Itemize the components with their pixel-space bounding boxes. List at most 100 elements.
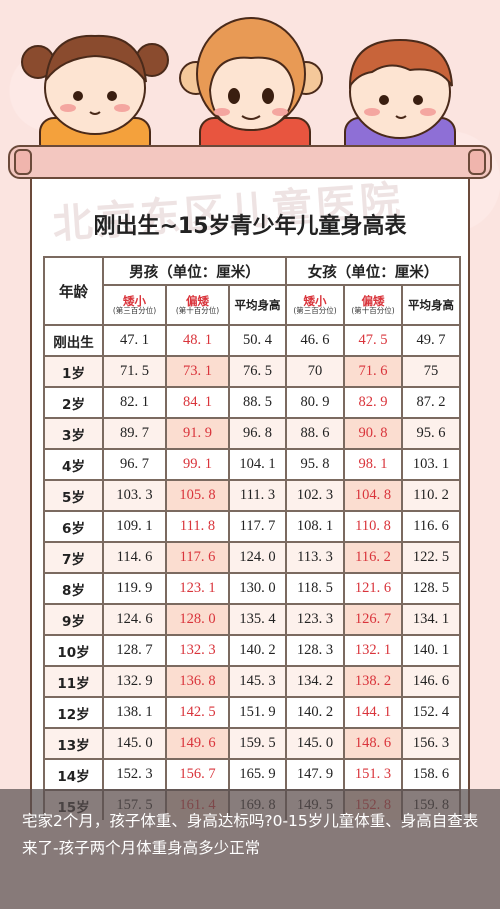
- column-header: 矮小 (第三百分位): [102, 284, 167, 326]
- column-header: 平均身高: [227, 284, 288, 326]
- height-table: 年龄 男孩（单位：厘米） 女孩（单位：厘米） 矮小 (第三百分位) 偏矮 (第十百分…: [43, 256, 462, 820]
- height-cell: 147. 9: [285, 758, 346, 791]
- height-cell: 88. 5: [227, 386, 288, 419]
- height-cell: 126. 7: [343, 603, 404, 636]
- column-header: 平均身高: [401, 284, 462, 326]
- height-cell: 140. 1: [401, 634, 462, 667]
- table-row: 13岁 145. 0 149. 6 159. 5 145. 0 148. 6 156. 3: [43, 727, 462, 760]
- boys-header: 男孩（单位：厘米）: [101, 256, 288, 286]
- height-cell: 156. 3: [401, 727, 462, 760]
- height-cell: 134. 2: [285, 665, 346, 698]
- table-row: 3岁 89. 7 91. 9 96. 8 88. 6 90. 8 95. 6: [43, 417, 462, 450]
- girl-character: [21, 34, 169, 159]
- table-row: 11岁 132. 9 136. 8 145. 3 134. 2 138. 2 146. 6: [43, 665, 462, 698]
- age-cell: 5岁: [43, 479, 104, 512]
- height-cell: 80. 9: [285, 386, 346, 419]
- height-cell: 121. 6: [343, 572, 404, 605]
- group-header-row: 年龄 男孩（单位：厘米） 女孩（单位：厘米）: [43, 256, 462, 326]
- height-cell: 144. 1: [343, 696, 404, 729]
- table-row: 14岁 152. 3 156. 7 165. 9 147. 9 151. 3 158. 6: [43, 758, 462, 791]
- height-cell: 152. 4: [401, 696, 462, 729]
- age-cell: 12岁: [43, 696, 104, 729]
- height-cell: 50. 4: [227, 324, 288, 357]
- height-cell: 48. 1: [165, 324, 230, 357]
- caption-overlay: [0, 789, 500, 909]
- age-cell: 8岁: [43, 572, 104, 605]
- table-body: 刚出生 47. 1 48. 1 50. 4 46. 6 47. 5 49. 7 1岁 71. 5…: [43, 324, 462, 820]
- height-cell: 73. 1: [165, 355, 230, 388]
- height-cell: 123. 1: [165, 572, 230, 605]
- height-cell: 132. 9: [102, 665, 167, 698]
- height-cell: 96. 8: [227, 417, 288, 450]
- height-cell: 95. 8: [285, 448, 346, 481]
- height-cell: 132. 3: [165, 634, 230, 667]
- height-cell: 151. 3: [343, 758, 404, 791]
- height-cell: 132. 1: [343, 634, 404, 667]
- height-cell: 87. 2: [401, 386, 462, 419]
- height-cell: 116. 2: [343, 541, 404, 574]
- height-cell: 122. 5: [401, 541, 462, 574]
- height-cell: 145. 3: [227, 665, 288, 698]
- height-cell: 82. 9: [343, 386, 404, 419]
- girls-header: 女孩（单位：厘米）: [285, 256, 462, 286]
- height-cell: 151. 9: [227, 696, 288, 729]
- column-header-row: 矮小 (第三百分位) 偏矮 (第十百分位) 平均身高 矮小 (第三百分位) 偏矮 (第十…: [44, 284, 462, 326]
- caption-text: 宅家2个月，孩子体重、身高达标吗?0-15岁儿童体重、身高自查表来了-孩子两个月…: [22, 812, 479, 857]
- table-row: 12岁 138. 1 142. 5 151. 9 140. 2 144. 1 152. 4: [43, 696, 462, 729]
- height-cell: 113. 3: [285, 541, 346, 574]
- height-cell: 110. 2: [401, 479, 462, 512]
- age-cell: 9岁: [43, 603, 104, 636]
- height-cell: 111. 3: [227, 479, 288, 512]
- height-cell: 135. 4: [227, 603, 288, 636]
- height-cell: 46. 6: [285, 324, 346, 357]
- height-cell: 117. 7: [227, 510, 288, 543]
- height-cell: 70: [285, 355, 346, 388]
- scroll-knob: [468, 149, 486, 175]
- age-cell: 3岁: [43, 417, 104, 450]
- height-cell: 91. 9: [165, 417, 230, 450]
- table-row: 5岁 103. 3 105. 8 111. 3 102. 3 104. 8 110. 2: [43, 479, 462, 512]
- height-cell: 158. 6: [401, 758, 462, 791]
- height-cell: 128. 0: [165, 603, 230, 636]
- height-cell: 142. 5: [165, 696, 230, 729]
- height-cell: 145. 0: [285, 727, 346, 760]
- age-header: 年龄: [43, 256, 104, 326]
- table-row: 4岁 96. 7 99. 1 104. 1 95. 8 98. 1 103. 1: [43, 448, 462, 481]
- table-row: 6岁 109. 1 111. 8 117. 7 108. 1 110. 8 116. 6: [43, 510, 462, 543]
- height-cell: 95. 6: [401, 417, 462, 450]
- height-cell: 98. 1: [343, 448, 404, 481]
- height-cell: 96. 7: [102, 448, 167, 481]
- height-cell: 84. 1: [165, 386, 230, 419]
- height-cell: 146. 6: [401, 665, 462, 698]
- age-cell: 7岁: [43, 541, 104, 574]
- height-cell: 104. 8: [343, 479, 404, 512]
- boy-character: [344, 38, 456, 161]
- height-cell: 117. 6: [165, 541, 230, 574]
- height-cell: 103. 3: [102, 479, 167, 512]
- table-row: 8岁 119. 9 123. 1 130. 0 118. 5 121. 6 128. 5: [43, 572, 462, 605]
- age-cell: 4岁: [43, 448, 104, 481]
- height-cell: 109. 1: [102, 510, 167, 543]
- table-row: 9岁 124. 6 128. 0 135. 4 123. 3 126. 7 134. 1: [43, 603, 462, 636]
- height-cell: 75: [401, 355, 462, 388]
- height-cell: 104. 1: [227, 448, 288, 481]
- height-cell: 116. 6: [401, 510, 462, 543]
- height-cell: 99. 1: [165, 448, 230, 481]
- height-cell: 149. 6: [165, 727, 230, 760]
- height-cell: 89. 7: [102, 417, 167, 450]
- height-cell: 128. 3: [285, 634, 346, 667]
- column-header: 矮小 (第三百分位): [285, 284, 346, 326]
- height-cell: 130. 0: [227, 572, 288, 605]
- height-cell: 111. 8: [165, 510, 230, 543]
- height-cell: 156. 7: [165, 758, 230, 791]
- height-cell: 148. 6: [343, 727, 404, 760]
- height-cell: 114. 6: [102, 541, 167, 574]
- height-cell: 49. 7: [401, 324, 462, 357]
- table-row: 2岁 82. 1 84. 1 88. 5 80. 9 82. 9 87. 2: [43, 386, 462, 419]
- height-cell: 105. 8: [165, 479, 230, 512]
- column-header: 偏矮 (第十百分位): [165, 284, 230, 326]
- height-cell: 140. 2: [285, 696, 346, 729]
- scroll-knob: [14, 149, 32, 175]
- height-cell: 138. 2: [343, 665, 404, 698]
- height-cell: 47. 5: [343, 324, 404, 357]
